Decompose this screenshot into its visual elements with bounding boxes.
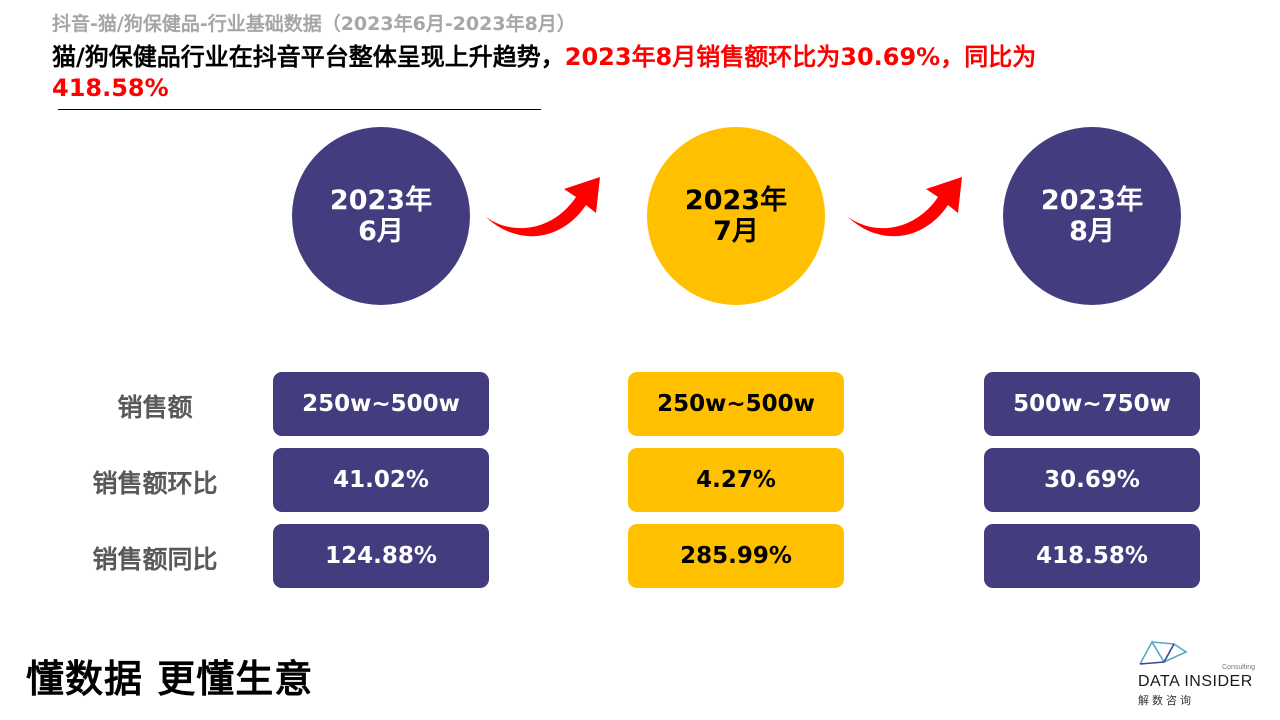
row-label-yoy: 销售额同比 [92,545,218,574]
logo-consulting: Consulting [1222,664,1256,671]
period-circle-june: 2023年 6月 [292,127,470,305]
row-label-sales: 销售额 [117,393,193,422]
value-box: 30.69% [984,448,1200,512]
headline-highlight: 2023年8月销售额环比为30.69%，同比为418.58% [52,43,1037,102]
period-year: 2023年 [1040,185,1144,216]
period-year: 2023年 [684,185,788,216]
period-circle-august: 2023年 8月 [1003,127,1181,305]
value-box: 418.58% [984,524,1200,588]
period-year: 2023年 [329,185,433,216]
value-box: 124.88% [273,524,489,588]
value-box: 41.02% [273,448,489,512]
curved-arrow-icon [848,177,962,237]
period-month: 8月 [1069,216,1115,247]
row-label-mom: 销售额环比 [92,469,218,498]
value-box: 500w~750w [984,372,1200,436]
footer-slogan: 懂数据 更懂生意 [26,656,314,701]
curved-arrow-icon [486,177,600,237]
headline-main: 猫/狗保健品行业在抖音平台整体呈现上升趋势， [52,43,565,71]
period-circle-july: 2023年 7月 [647,127,825,305]
value-box: 4.27% [628,448,844,512]
value-box: 285.99% [628,524,844,588]
logo-subtitle: 解数咨询 [1138,694,1194,707]
page-headline: 猫/狗保健品行业在抖音平台整体呈现上升趋势，2023年8月销售额环比为30.69… [52,42,1152,104]
value-box: 250w~500w [273,372,489,436]
value-box: 250w~500w [628,372,844,436]
period-month: 7月 [713,216,759,247]
page-subtitle: 抖音-猫/狗保健品-行业基础数据（2023年6月-2023年8月） [52,13,576,35]
data-insider-logo-icon [1139,640,1188,665]
period-month: 6月 [358,216,404,247]
headline-underline [58,109,541,110]
logo-name: DATA INSIDER [1138,673,1253,690]
